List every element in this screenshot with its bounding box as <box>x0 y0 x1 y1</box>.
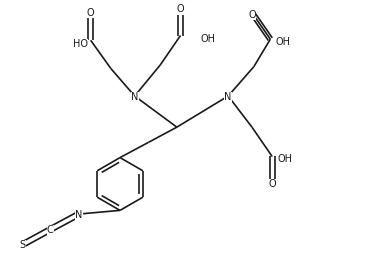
Text: N: N <box>75 210 83 220</box>
Text: N: N <box>224 92 232 102</box>
Text: S: S <box>20 240 26 251</box>
Text: O: O <box>248 10 256 20</box>
Text: OH: OH <box>276 37 291 47</box>
Text: O: O <box>268 179 276 189</box>
Text: HO: HO <box>73 39 88 49</box>
Text: OH: OH <box>201 35 216 44</box>
Text: O: O <box>177 4 184 14</box>
Text: N: N <box>131 92 138 102</box>
Text: O: O <box>87 8 94 18</box>
Text: OH: OH <box>278 154 293 164</box>
Text: C: C <box>47 225 54 236</box>
